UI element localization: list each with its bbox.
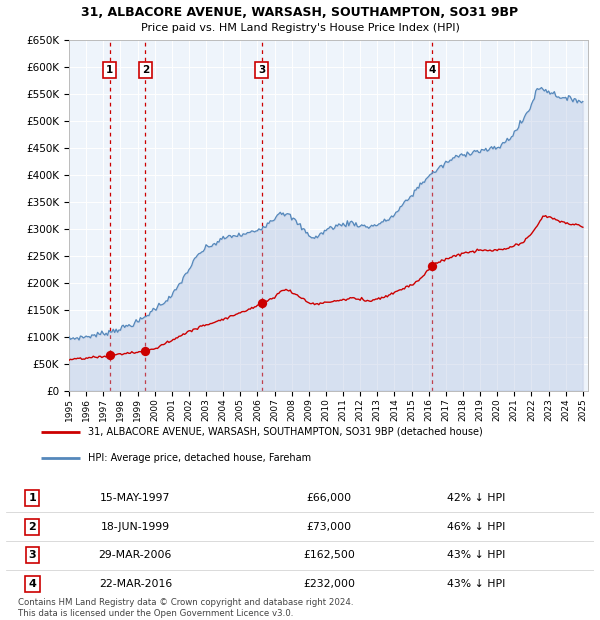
Text: 31, ALBACORE AVENUE, WARSASH, SOUTHAMPTON, SO31 9BP: 31, ALBACORE AVENUE, WARSASH, SOUTHAMPTO…	[82, 6, 518, 19]
Point	[140, 347, 150, 356]
Text: Price paid vs. HM Land Registry's House Price Index (HPI): Price paid vs. HM Land Registry's House …	[140, 23, 460, 33]
Text: £73,000: £73,000	[307, 521, 352, 531]
Text: 4: 4	[429, 65, 436, 75]
Point	[428, 260, 437, 270]
Text: 2: 2	[142, 65, 149, 75]
Point	[257, 298, 266, 308]
Text: 2: 2	[29, 521, 37, 531]
Text: £66,000: £66,000	[307, 493, 352, 503]
Text: 43% ↓ HPI: 43% ↓ HPI	[447, 551, 506, 560]
Text: 43% ↓ HPI: 43% ↓ HPI	[447, 579, 506, 589]
Text: 1: 1	[106, 65, 113, 75]
Text: 3: 3	[29, 551, 36, 560]
Text: £232,000: £232,000	[304, 579, 355, 589]
Text: 1: 1	[29, 493, 37, 503]
Text: 4: 4	[29, 579, 37, 589]
Text: 31, ALBACORE AVENUE, WARSASH, SOUTHAMPTON, SO31 9BP (detached house): 31, ALBACORE AVENUE, WARSASH, SOUTHAMPTO…	[88, 427, 483, 437]
Text: 46% ↓ HPI: 46% ↓ HPI	[447, 521, 506, 531]
Text: 42% ↓ HPI: 42% ↓ HPI	[447, 493, 506, 503]
Text: HPI: Average price, detached house, Fareham: HPI: Average price, detached house, Fare…	[88, 453, 311, 463]
Text: 18-JUN-1999: 18-JUN-1999	[101, 521, 170, 531]
Text: 15-MAY-1997: 15-MAY-1997	[100, 493, 170, 503]
Text: 29-MAR-2006: 29-MAR-2006	[98, 551, 172, 560]
Text: £162,500: £162,500	[304, 551, 355, 560]
Text: Contains HM Land Registry data © Crown copyright and database right 2024.
This d: Contains HM Land Registry data © Crown c…	[18, 598, 353, 618]
Point	[105, 350, 115, 360]
Text: 22-MAR-2016: 22-MAR-2016	[99, 579, 172, 589]
Text: 3: 3	[258, 65, 265, 75]
